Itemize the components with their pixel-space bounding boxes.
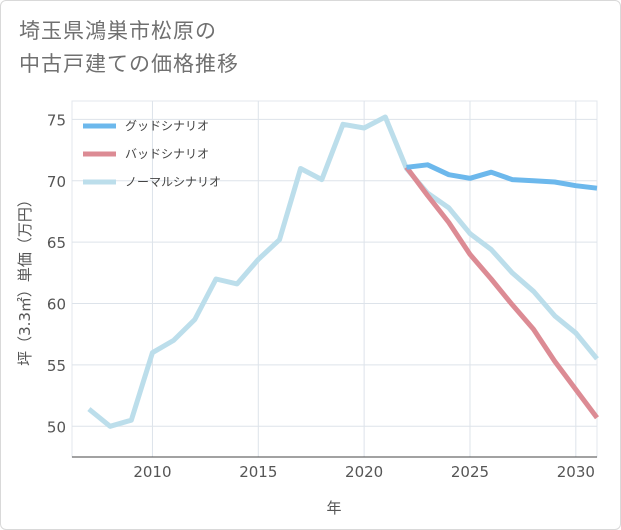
x-tick-label: 2010 (133, 463, 171, 481)
chart-title: 埼玉県鴻巣市松原の 中古戸建ての価格推移 (19, 15, 239, 81)
y-tick-label: 55 (47, 357, 66, 375)
y-tick-label: 50 (47, 418, 66, 436)
chart-title-line2: 中古戸建ての価格推移 (19, 52, 239, 76)
axes: 2010 2015 2020 2025 2030 50 55 60 65 70 75 (47, 111, 597, 481)
x-tick-label: 2030 (557, 463, 595, 481)
y-tick-label: 75 (47, 111, 66, 129)
series-line-normal (87, 114, 599, 429)
grid-lines (72, 101, 597, 457)
y-tick-label: 60 (47, 296, 66, 314)
y-axis-label: 坪（3.3㎡）単価（万円） (16, 192, 34, 366)
x-tick-label: 2020 (345, 463, 383, 481)
series-line-good (406, 162, 598, 191)
series-lines (87, 114, 599, 429)
legend-label-normal: ノーマルシナリオ (125, 175, 221, 189)
x-tick-label: 2025 (451, 463, 489, 481)
y-tick-label: 70 (47, 173, 66, 191)
x-axis-label: 年 (326, 499, 341, 517)
series-line-bad (404, 165, 599, 420)
legend-label-bad: バッドシナリオ (125, 147, 209, 161)
x-tick-label: 2015 (239, 463, 277, 481)
y-tick-label: 65 (47, 234, 66, 252)
chart-title-line1: 埼玉県鴻巣市松原の (19, 19, 217, 43)
legend-label-good: グッドシナリオ (125, 119, 209, 133)
